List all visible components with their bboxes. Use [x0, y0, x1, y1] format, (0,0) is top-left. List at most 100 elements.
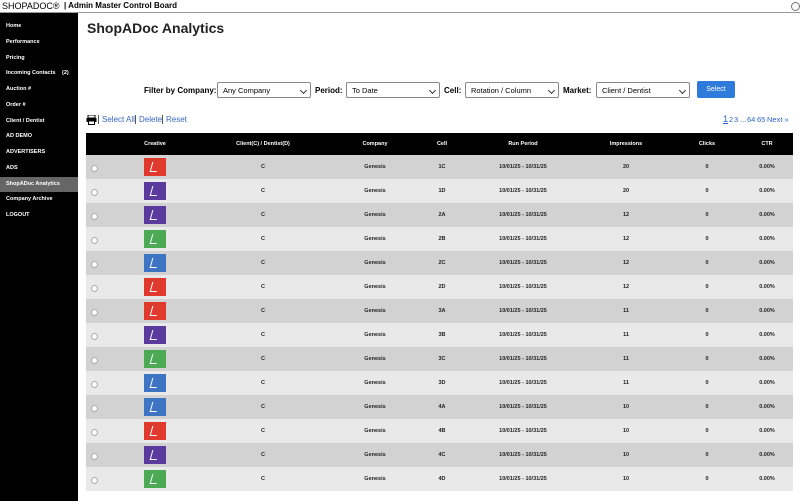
creative-thumbnail[interactable]: [144, 326, 166, 344]
row-checkbox[interactable]: [91, 261, 98, 268]
table-cell: 0: [705, 380, 709, 386]
row-checkbox[interactable]: [91, 165, 98, 172]
table-cell: Genesis: [364, 308, 386, 314]
creative-thumbnail[interactable]: [144, 158, 166, 176]
nav-item[interactable]: Pricing: [0, 51, 78, 66]
nav-item[interactable]: Home: [0, 19, 78, 34]
row-checkbox[interactable]: [91, 429, 98, 436]
table-cell: Genesis: [364, 476, 386, 482]
row-checkbox[interactable]: [91, 357, 98, 364]
table-row: C Genesis 4B 10/01/25 - 10/31/25 10 0 0.00%: [86, 419, 793, 443]
table-cell: 10/01/25 - 10/31/25: [499, 404, 547, 410]
nav-item[interactable]: ShopADoc Analytics: [0, 176, 78, 192]
nav-item[interactable]: LOGOUT: [0, 208, 78, 223]
table-cell: 12: [622, 284, 630, 290]
select-button[interactable]: Select: [697, 81, 735, 98]
table-cell: 3B: [438, 332, 446, 338]
nav-item[interactable]: ADS: [0, 161, 78, 176]
row-checkbox[interactable]: [91, 213, 98, 220]
print-icon[interactable]: [86, 115, 97, 125]
row-checkbox[interactable]: [91, 477, 98, 484]
nav-item[interactable]: Company Archive: [0, 192, 78, 207]
column-header: Run Period: [508, 141, 538, 147]
creative-thumbnail[interactable]: [144, 230, 166, 248]
user-icon[interactable]: [791, 2, 800, 11]
table-cell: 10/01/25 - 10/31/25: [499, 212, 547, 218]
row-checkbox[interactable]: [91, 237, 98, 244]
row-checkbox[interactable]: [91, 285, 98, 292]
table-cell: 0: [705, 212, 709, 218]
table-cell: 0.00%: [759, 476, 775, 482]
table-cell: 0.00%: [759, 332, 775, 338]
filter-select[interactable]: Any Company: [217, 82, 311, 98]
table-cell: Genesis: [364, 332, 386, 338]
nav-label: Company Archive: [6, 196, 53, 203]
nav-label: ShopADoc Analytics: [6, 180, 60, 187]
action-link[interactable]: Delete: [135, 115, 165, 124]
action-link[interactable]: Select All: [98, 115, 138, 124]
table-cell: Genesis: [364, 236, 386, 242]
nav-item[interactable]: Client / Dentist: [0, 114, 78, 129]
filter-select[interactable]: Rotation / Column: [465, 82, 559, 98]
table-cell: 10/01/25 - 10/31/25: [499, 380, 547, 386]
nav-item[interactable]: Auction #: [0, 82, 78, 97]
table-cell: Genesis: [364, 212, 386, 218]
creative-thumbnail[interactable]: [144, 422, 166, 440]
row-checkbox[interactable]: [91, 453, 98, 460]
row-checkbox[interactable]: [91, 333, 98, 340]
page-link[interactable]: 1: [723, 114, 729, 124]
table-cell: 0.00%: [759, 212, 775, 218]
column-header: Impressions: [609, 141, 643, 147]
action-link[interactable]: Reset: [162, 115, 190, 124]
creative-thumbnail[interactable]: [144, 278, 166, 296]
table-cell: Genesis: [364, 380, 386, 386]
nav-item[interactable]: AD DEMO: [0, 129, 78, 144]
row-checkbox[interactable]: [91, 405, 98, 412]
creative-thumbnail[interactable]: [144, 254, 166, 272]
table-row: C Genesis 2B 10/01/25 - 10/31/25 12 0 0.00%: [86, 227, 793, 251]
table-cell: 11: [623, 356, 629, 362]
page-link[interactable]: 64: [747, 115, 756, 124]
creative-thumbnail[interactable]: [144, 398, 166, 416]
nav-item[interactable]: Incoming Contacts (2): [0, 66, 78, 81]
page-link[interactable]: 3: [734, 115, 739, 124]
next-link[interactable]: Next »: [767, 115, 789, 124]
filter-select[interactable]: Client / Dentist: [596, 82, 690, 98]
table-cell: 10/01/25 - 10/31/25: [499, 476, 547, 482]
table-cell: 10/01/25 - 10/31/25: [499, 332, 547, 338]
nav-label: LOGOUT: [6, 212, 30, 218]
nav-badge: (2): [62, 70, 69, 77]
page-link[interactable]: ...: [740, 115, 747, 124]
table-cell: C: [261, 164, 265, 170]
table-cell: C: [261, 284, 265, 290]
filter-label: Market:: [563, 86, 592, 95]
nav-item[interactable]: ADVERTISERS: [0, 145, 78, 160]
creative-thumbnail[interactable]: [144, 470, 166, 488]
creative-thumbnail[interactable]: [144, 302, 166, 320]
brand: SHOPADOC®: [2, 1, 60, 11]
row-checkbox[interactable]: [91, 309, 98, 316]
creative-thumbnail[interactable]: [144, 446, 166, 464]
nav-label: ADVERTISERS: [6, 149, 46, 155]
row-checkbox[interactable]: [91, 381, 98, 388]
filter-select[interactable]: To Date: [346, 82, 440, 98]
row-checkbox[interactable]: [91, 189, 98, 196]
table-cell: 4C: [438, 452, 446, 458]
table-cell: 12: [622, 236, 630, 242]
creative-thumbnail[interactable]: [144, 206, 166, 224]
creative-thumbnail[interactable]: [144, 374, 166, 392]
app-title: | Admin Master Control Board: [64, 1, 178, 10]
creative-thumbnail[interactable]: [144, 182, 166, 200]
table-row: C Genesis 4C 10/01/25 - 10/31/25 10 0 0.00%: [86, 443, 793, 467]
nav-item[interactable]: Order #: [0, 98, 78, 113]
creative-thumbnail[interactable]: [144, 350, 166, 368]
page-link[interactable]: 65: [757, 115, 766, 124]
table-row: C Genesis 3D 10/01/25 - 10/31/25 11 0 0.00%: [86, 371, 793, 395]
page-link[interactable]: 2: [729, 115, 734, 124]
nav-item[interactable]: Performance: [0, 35, 78, 50]
table-cell: 0: [705, 332, 709, 338]
nav-label: Client / Dentist: [6, 117, 45, 124]
table-cell: Genesis: [364, 164, 386, 170]
table-cell: C: [261, 452, 265, 458]
